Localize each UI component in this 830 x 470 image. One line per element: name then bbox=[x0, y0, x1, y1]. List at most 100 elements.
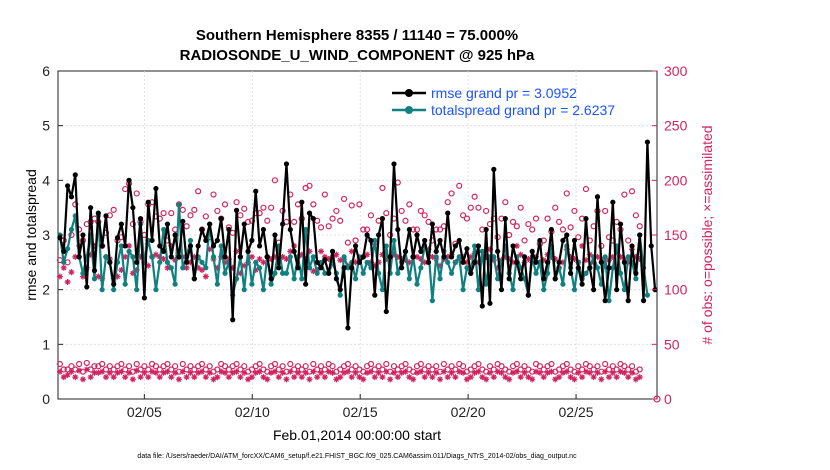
chart-title-line-2: RADIOSONDE_U_WIND_COMPONENT @ 925 hPa bbox=[180, 47, 535, 64]
obs-assimilated-marker bbox=[448, 369, 455, 376]
obs-assimilated-marker bbox=[575, 369, 582, 376]
obs-possible-marker bbox=[602, 360, 609, 368]
obs-possible-marker bbox=[191, 206, 198, 213]
point-totalspread bbox=[472, 243, 478, 249]
legend-marker-totalspread bbox=[405, 106, 413, 114]
obs-possible-marker bbox=[575, 363, 582, 370]
point-rmse bbox=[164, 221, 171, 227]
point-rmse bbox=[571, 237, 578, 244]
obs-assimilated-marker bbox=[463, 376, 470, 383]
obs-assimilated-marker bbox=[268, 369, 275, 376]
point-totalspread bbox=[64, 246, 71, 252]
point-rmse bbox=[352, 243, 359, 249]
obs-possible-marker bbox=[360, 226, 367, 233]
point-rmse bbox=[445, 210, 451, 216]
obs-assimilated-marker bbox=[175, 376, 182, 383]
point-rmse bbox=[172, 232, 178, 238]
point-totalspread bbox=[272, 270, 278, 276]
obs-assimilated-marker bbox=[164, 368, 171, 375]
obs-possible-marker bbox=[444, 199, 451, 206]
obs-possible-marker bbox=[206, 363, 213, 370]
point-rmse bbox=[518, 276, 524, 282]
point-rmse bbox=[418, 248, 424, 254]
obs-possible-marker bbox=[540, 366, 547, 373]
obs-possible-marker bbox=[552, 204, 559, 211]
point-rmse bbox=[387, 254, 393, 260]
obs-possible-marker bbox=[195, 188, 202, 195]
obs-assimilated-marker bbox=[606, 374, 613, 381]
obs-assimilated-marker bbox=[321, 253, 328, 260]
point-rmse bbox=[88, 205, 94, 211]
obs-assimilated-marker bbox=[506, 256, 513, 263]
obs-possible-marker bbox=[483, 207, 490, 215]
point-totalspread bbox=[168, 265, 174, 271]
point-rmse bbox=[310, 216, 316, 222]
legend: rmse grand pr = 3.0952 totalspread grand… bbox=[392, 85, 615, 118]
obs-assimilated-marker bbox=[87, 251, 94, 258]
obs-possible-marker bbox=[586, 363, 593, 370]
obs-assimilated-marker bbox=[521, 369, 528, 376]
obs-possible-marker bbox=[498, 363, 505, 370]
obs-assimilated-marker bbox=[571, 376, 578, 383]
obs-assimilated-marker bbox=[137, 374, 144, 381]
obs-possible-marker bbox=[133, 190, 140, 197]
obs-assimilated-marker bbox=[206, 369, 213, 376]
point-totalspread bbox=[617, 270, 624, 276]
point-rmse bbox=[349, 265, 355, 271]
obs-possible-marker bbox=[402, 217, 409, 224]
obs-assimilated-marker bbox=[287, 368, 294, 375]
y2-tick-label: 50 bbox=[664, 336, 680, 352]
point-rmse bbox=[552, 276, 558, 282]
obs-assimilated-marker bbox=[337, 374, 344, 381]
series-line-totalspread bbox=[58, 203, 649, 302]
point-totalspread bbox=[164, 259, 171, 265]
y2-tick-label: 200 bbox=[664, 172, 688, 188]
y-tick-label: 6 bbox=[42, 63, 50, 79]
point-totalspread bbox=[475, 287, 482, 293]
point-rmse bbox=[326, 270, 332, 276]
obs-assimilated-marker bbox=[206, 246, 213, 253]
point-rmse bbox=[176, 254, 182, 260]
obs-assimilated-marker bbox=[563, 368, 570, 375]
obs-assimilated-marker bbox=[598, 376, 605, 383]
obs-assimilated-marker bbox=[559, 259, 566, 266]
axis-ticks: 02/05 02/10 02/15 02/20 02/25 0 1 2 3 4 5 6 0 50 100 15… bbox=[42, 63, 687, 420]
obs-assimilated-marker bbox=[540, 374, 547, 381]
obs-possible-marker bbox=[636, 366, 643, 373]
point-rmse bbox=[637, 232, 643, 238]
point-rmse bbox=[460, 259, 466, 265]
obs-possible-marker bbox=[352, 237, 359, 244]
point-totalspread bbox=[610, 265, 616, 271]
obs-possible-marker bbox=[563, 360, 570, 368]
obs-assimilated-marker bbox=[582, 257, 589, 264]
point-rmse bbox=[606, 265, 612, 271]
point-totalspread bbox=[560, 281, 566, 287]
obs-assimilated-marker bbox=[625, 374, 632, 381]
obs-assimilated-marker bbox=[590, 374, 597, 381]
point-rmse bbox=[548, 226, 555, 233]
point-rmse bbox=[272, 232, 278, 238]
point-rmse bbox=[379, 216, 386, 222]
obs-assimilated-marker bbox=[483, 253, 490, 260]
obs-assimilated-marker bbox=[406, 374, 413, 381]
obs-possible-marker bbox=[133, 360, 140, 368]
obs-assimilated-marker bbox=[494, 264, 501, 271]
obs-assimilated-marker bbox=[548, 253, 555, 260]
point-totalspread bbox=[445, 259, 451, 265]
point-rmse bbox=[610, 199, 616, 205]
obs-assimilated-marker bbox=[406, 259, 413, 266]
point-totalspread bbox=[268, 281, 274, 287]
obs-possible-marker bbox=[225, 366, 232, 373]
obs-assimilated-marker bbox=[506, 376, 513, 383]
obs-possible-marker bbox=[429, 366, 436, 373]
obs-assimilated-marker bbox=[294, 369, 301, 376]
point-rmse bbox=[222, 254, 228, 260]
point-rmse bbox=[640, 298, 647, 304]
obs-possible-marker bbox=[394, 366, 401, 373]
obs-assimilated-marker bbox=[617, 368, 624, 375]
obs-possible-marker bbox=[467, 204, 474, 211]
point-rmse bbox=[568, 270, 574, 276]
point-totalspread bbox=[383, 243, 389, 249]
obs-assimilated-marker bbox=[191, 253, 198, 260]
chart-title-line-1: Southern Hemisphere 8355 / 11140 = 75.00… bbox=[196, 27, 518, 44]
